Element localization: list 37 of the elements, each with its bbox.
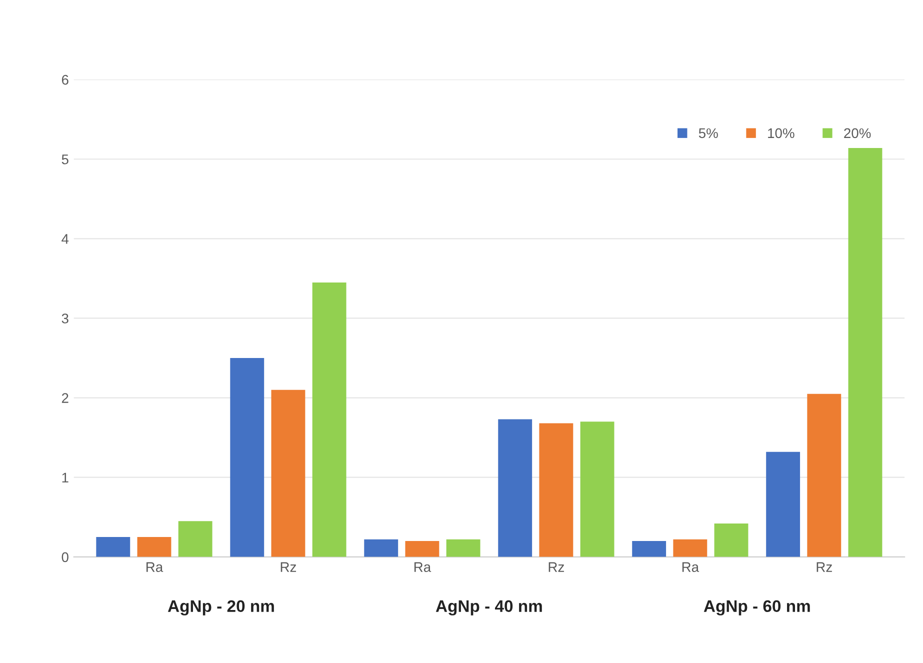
y-tick-label: 3 xyxy=(62,314,68,324)
legend-label: 5% xyxy=(698,128,718,138)
bar xyxy=(271,390,306,557)
text: AgNp - 20 nm xyxy=(168,600,274,616)
bar xyxy=(178,521,212,557)
y-tick-label: 4 xyxy=(62,234,69,244)
y-tick-label: 6 xyxy=(62,74,68,85)
text: AgNp - 60 nm xyxy=(704,600,810,616)
bar xyxy=(766,452,800,557)
bar xyxy=(446,539,480,557)
bar xyxy=(673,539,708,557)
x-tick-label: Rz xyxy=(548,562,564,572)
x-tick-label: Ra xyxy=(414,562,432,572)
bar xyxy=(714,524,748,557)
x-tick-label: Rz xyxy=(816,562,832,572)
bar xyxy=(312,282,346,557)
bar xyxy=(848,148,882,557)
y-tick-label: 5 xyxy=(62,154,68,164)
bar xyxy=(230,358,264,557)
y-tick-label: 1 xyxy=(62,472,68,482)
bar xyxy=(364,539,398,557)
bar xyxy=(807,394,842,557)
bar xyxy=(137,537,172,557)
legend-label: 20% xyxy=(844,128,871,138)
y-tick-label: 0 xyxy=(62,552,68,562)
bar xyxy=(96,537,130,557)
bar xyxy=(498,419,532,557)
x-tick-label: Rz xyxy=(280,562,296,572)
x-tick-label: Ra xyxy=(146,562,164,572)
legend-label: 10% xyxy=(768,128,794,138)
bar xyxy=(632,541,666,557)
bar xyxy=(405,541,440,557)
y-tick-label: 2 xyxy=(62,393,68,403)
x-tick-label: Ra xyxy=(682,562,700,572)
bar xyxy=(580,422,614,557)
bar xyxy=(539,423,574,557)
text: AgNp - 40 nm xyxy=(436,600,542,616)
